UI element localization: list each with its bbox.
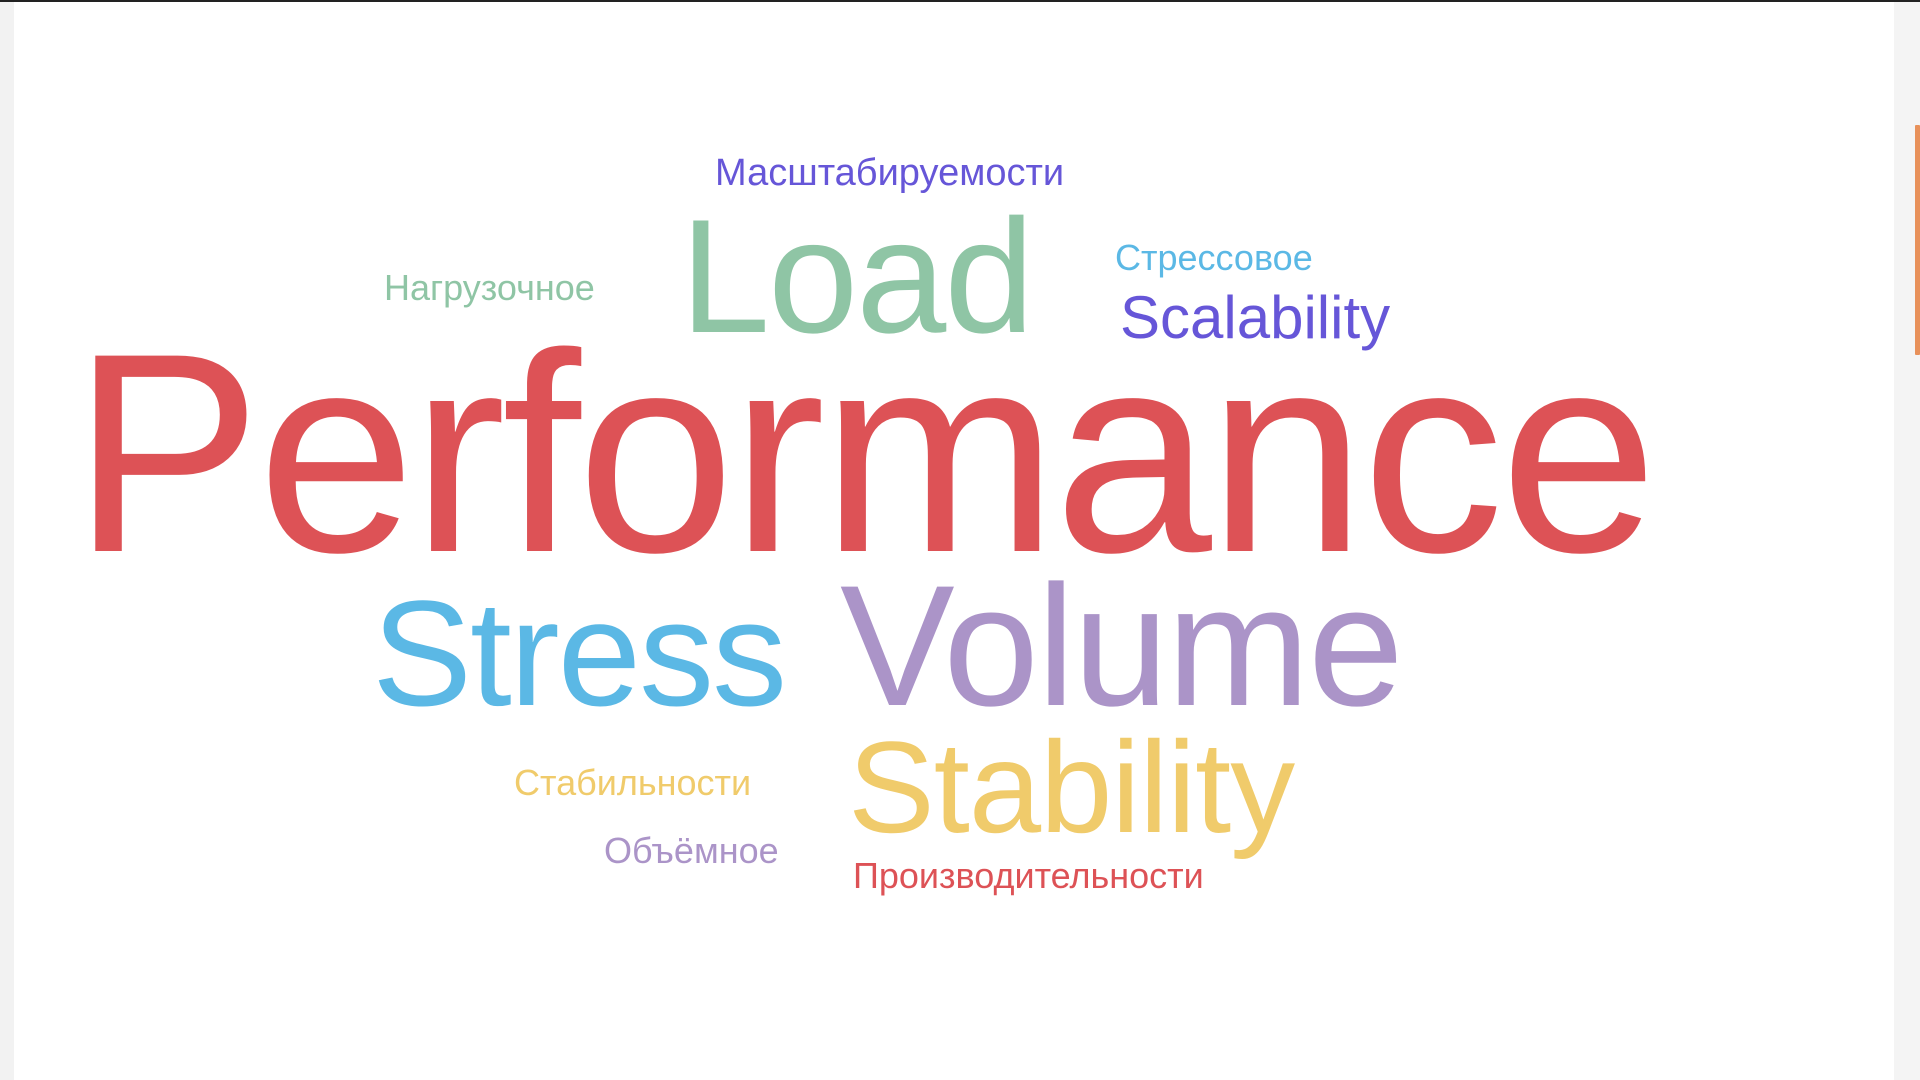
word-stabilnosti: Стабильности — [514, 762, 752, 803]
word-obyemnoe: Объёмное — [604, 830, 779, 871]
word-scalability: Scalability — [1120, 284, 1391, 351]
scrollbar-thumb[interactable] — [1915, 125, 1920, 355]
word-stability: Stability — [848, 714, 1295, 860]
word-proizvoditelnosti: Производительности — [853, 855, 1204, 896]
word-masshtabiruemosti: Масштабируемости — [715, 152, 1065, 194]
word-stressovoe: Стрессовое — [1115, 237, 1313, 278]
top-border — [0, 0, 1920, 2]
word-nagruzochnoe: Нагрузочное — [384, 267, 595, 308]
word-performance: Performance — [72, 295, 1658, 612]
left-gutter — [0, 2, 14, 1080]
word-volume: Volume — [840, 550, 1404, 742]
word-load: Load — [680, 186, 1034, 367]
word-cloud-canvas — [14, 2, 1894, 1080]
word-stress: Stress — [372, 569, 787, 737]
